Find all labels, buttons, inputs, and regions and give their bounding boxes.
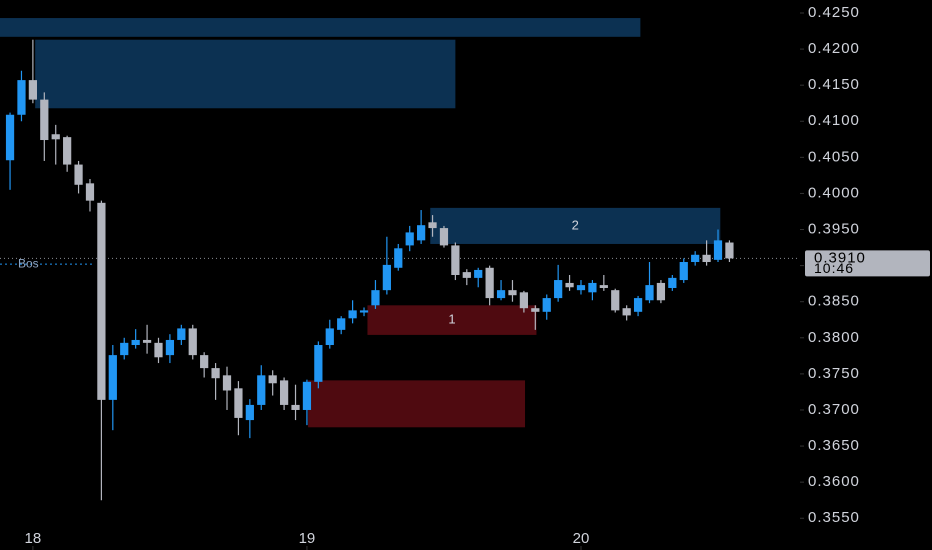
candle-body: [656, 282, 666, 301]
candle-body: [588, 282, 597, 293]
x-tick-label: 20: [573, 530, 590, 547]
candle-body: [359, 310, 369, 313]
candle-body: [633, 298, 643, 312]
zone: [430, 207, 721, 244]
candle-body: [154, 342, 163, 358]
candle-body: [417, 225, 426, 241]
y-tick-label: 0.4050: [808, 148, 860, 165]
candle-body: [576, 285, 586, 291]
y-tick-label: 0.3750: [808, 365, 860, 382]
y-tick-label: 0.3700: [808, 401, 860, 418]
candle-body: [211, 368, 220, 379]
y-tick-label: 0.3950: [808, 220, 860, 237]
y-tick-label: 0.4100: [808, 112, 860, 129]
y-tick-label: 0.4250: [808, 4, 860, 21]
candle-body: [177, 328, 186, 340]
zone: [35, 39, 456, 109]
candle-body: [108, 355, 117, 400]
candle-body: [302, 381, 312, 410]
candle-body: [348, 310, 357, 319]
candle-body: [51, 134, 60, 140]
candle-body: [531, 308, 540, 312]
y-tick-label: 0.4000: [808, 184, 860, 201]
price-box: [805, 250, 930, 277]
candle-body: [188, 328, 197, 356]
candle-body: [382, 264, 391, 291]
bos-label: Bos: [18, 256, 39, 270]
y-tick-label: 0.3600: [808, 473, 860, 490]
candle-body: [542, 298, 551, 312]
candle-body: [611, 290, 620, 311]
candle-body: [439, 228, 449, 246]
candle-body: [291, 404, 300, 410]
candle-body: [74, 164, 83, 185]
candle-body: [428, 222, 437, 229]
candle-body: [120, 342, 129, 356]
candle-body: [645, 285, 654, 301]
candle-body: [63, 137, 72, 165]
candle-body: [85, 183, 95, 201]
candle-body: [142, 339, 152, 343]
candle-body: [200, 355, 209, 369]
candle-body: [28, 80, 37, 100]
candle-body: [165, 339, 175, 356]
candle-body: [496, 290, 506, 299]
candle-body: [257, 375, 266, 405]
zone-label: 2: [572, 217, 579, 232]
price-label: 0.3910: [814, 249, 866, 266]
candle-body: [222, 375, 232, 391]
countdown: 10:46: [814, 260, 854, 276]
candle-body: [314, 345, 323, 382]
candle-body: [17, 80, 26, 115]
candle-body: [622, 308, 631, 316]
candle-body: [97, 202, 106, 400]
candle-body: [679, 262, 688, 281]
candle-body: [565, 282, 574, 288]
candle-body: [713, 240, 723, 260]
candle-body: [337, 318, 346, 330]
candle-body: [371, 290, 380, 306]
candle-body: [691, 254, 700, 263]
candle-body: [234, 388, 243, 418]
candle-body: [40, 99, 49, 141]
candle-body: [394, 248, 403, 268]
candle-body: [279, 380, 289, 405]
y-tick-label: 0.3850: [808, 293, 860, 310]
candle-body: [245, 404, 254, 421]
y-tick-label: 0.4200: [808, 40, 860, 57]
candle-body: [599, 285, 608, 288]
candle-body: [131, 339, 140, 346]
candle-body: [474, 269, 483, 278]
y-tick-label: 0.3650: [808, 437, 860, 454]
y-tick-label: 0.3800: [808, 329, 860, 346]
candle-body: [508, 290, 517, 296]
candle-body: [519, 292, 529, 309]
candle-body: [702, 254, 711, 263]
candle-body: [462, 272, 471, 278]
candle-body: [268, 375, 277, 384]
candle-body: [5, 114, 15, 161]
candle-body: [325, 328, 334, 346]
zone: [0, 18, 641, 37]
y-tick-label: 0.3550: [808, 509, 860, 526]
candle-body: [554, 280, 563, 299]
zone-label: 1: [448, 312, 455, 327]
candle-body: [725, 242, 734, 259]
candle-body: [485, 267, 494, 299]
zone: [308, 380, 526, 428]
candle-body: [451, 245, 460, 275]
candle-body: [405, 232, 414, 246]
candle-body: [668, 277, 677, 288]
y-tick-label: 0.4150: [808, 76, 860, 93]
zone: [367, 305, 537, 335]
x-tick-label: 18: [25, 530, 42, 547]
x-tick-label: 19: [299, 530, 316, 547]
